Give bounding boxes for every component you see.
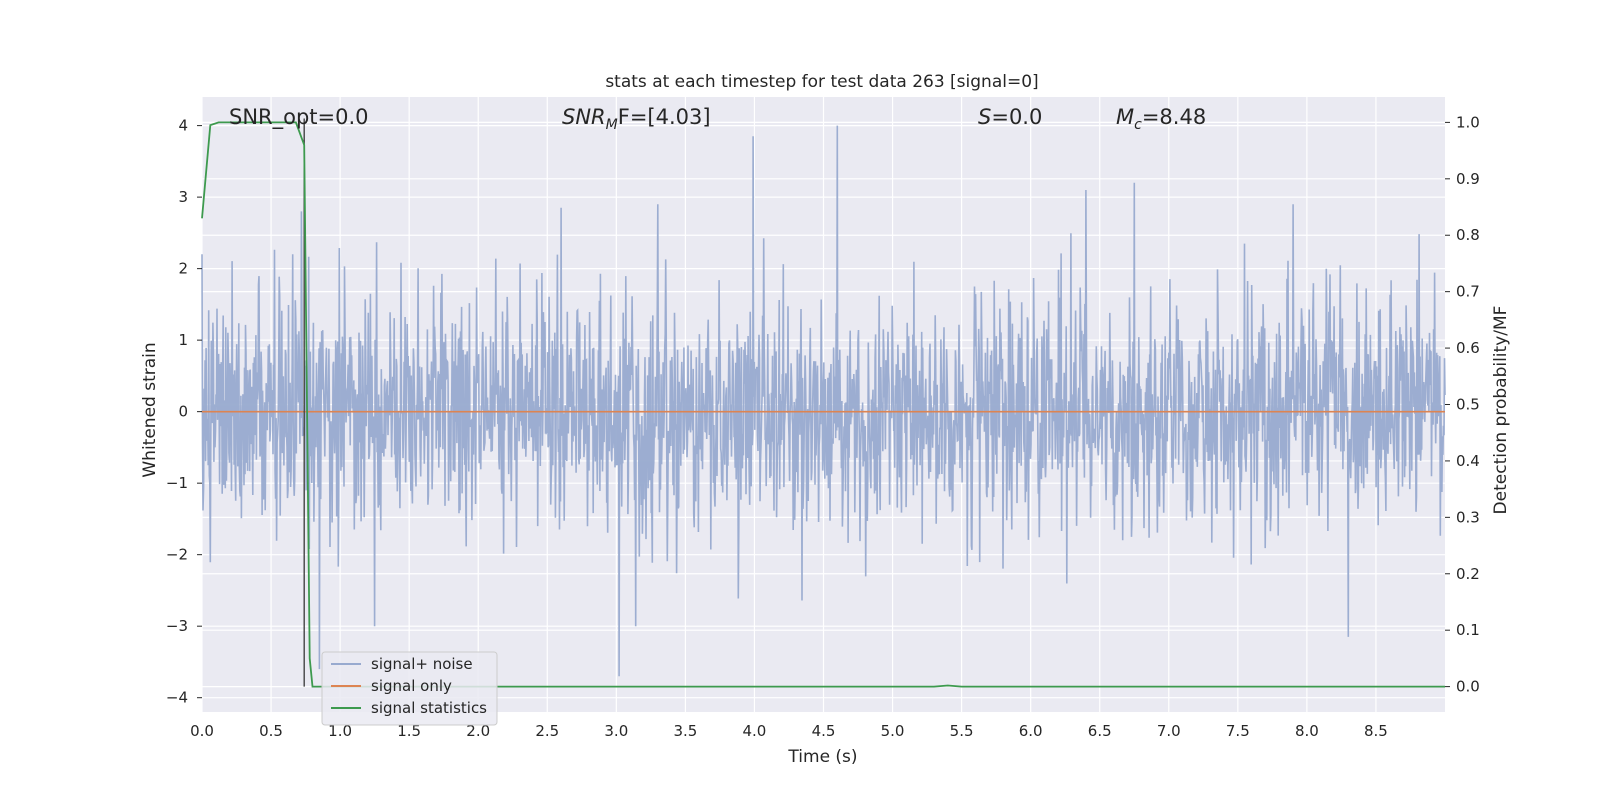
x-tick-label: 7.5 [1226, 722, 1250, 740]
legend-box [321, 651, 498, 726]
legend-label-noise: signal+ noise [371, 655, 473, 673]
legend-label-signal: signal only [371, 677, 452, 695]
y-tick-label: −4 [166, 689, 188, 707]
x-tick-label: 4.0 [743, 722, 767, 740]
y2-tick-label: 0.4 [1456, 452, 1480, 470]
x-tick-label: 4.5 [812, 722, 836, 740]
legend: signal+ noise signal only signal statist… [321, 651, 498, 726]
s-main: S [978, 105, 991, 129]
x-tick-label: 0.0 [190, 722, 214, 740]
y2-tick-label: 0.1 [1456, 621, 1480, 639]
mc-sub: c [1134, 117, 1142, 133]
axes: 0.0 0.5 1.0 1.5 2.0 2.5 3.0 3.5 4.0 4.5 5.0 5.5 6.0 6… [166, 113, 1480, 740]
x-tick-label: 6.5 [1088, 722, 1112, 740]
y2-tick-label: 0.2 [1456, 565, 1480, 583]
x-tick-label: 1.5 [397, 722, 421, 740]
y-tick-label: 0 [178, 403, 188, 421]
x-tick-label: 1.0 [328, 722, 352, 740]
y-tick-label: −3 [166, 617, 188, 635]
x-tick-label: 0.5 [259, 722, 283, 740]
y2-tick-label: 1.0 [1456, 113, 1480, 131]
x-tick-label: 5.0 [881, 722, 905, 740]
x-tick-label: 2.5 [535, 722, 559, 740]
y-axis-title: Whitened strain [140, 342, 160, 477]
snr-opt-annotation: SNR_opt=0.0 [229, 105, 369, 130]
x-tick-label: 8.0 [1295, 722, 1319, 740]
x-tick-label: 3.5 [673, 722, 697, 740]
y-tick-label: 4 [178, 117, 188, 135]
snr-mf-annotation: SNRMF=[4.03] [562, 105, 711, 133]
x-tick-label: 8.5 [1364, 722, 1388, 740]
y2-tick-label: 0.5 [1456, 396, 1480, 414]
y-tick-label: 1 [178, 331, 188, 349]
x-tick-label: 6.0 [1019, 722, 1043, 740]
y-tick-label: 3 [178, 188, 188, 206]
series-line-signal-statistics [201, 121, 1445, 688]
y2-tick-label: 0.9 [1456, 170, 1480, 188]
y2-tick-label: 0.0 [1456, 678, 1480, 696]
mc-annotation: Mc=8.48 [1116, 105, 1206, 133]
y2-tick-label: 0.8 [1456, 226, 1480, 244]
x-axis-title: Time (s) [787, 747, 857, 767]
x-tick-label: 7.0 [1157, 722, 1181, 740]
mc-rest: =8.48 [1142, 105, 1206, 129]
series-line-signal-noise [201, 125, 1446, 677]
s-annotation: S=0.0 [978, 105, 1042, 129]
s-rest: =0.0 [991, 105, 1042, 129]
legend-label-stats: signal statistics [371, 699, 487, 717]
y-tick-label: 2 [178, 260, 188, 278]
y-tick-label: −1 [166, 474, 188, 492]
y2-axis-title: Detection probability/MF [1491, 306, 1511, 515]
snr-mf-sub: M [606, 117, 618, 133]
x-tick-label: 2.0 [466, 722, 490, 740]
x-tick-label: 3.0 [604, 722, 628, 740]
x-tick-label: 5.5 [950, 722, 974, 740]
mc-main: M [1116, 105, 1134, 129]
snr-mf-rest: F=[4.03] [618, 105, 711, 129]
y-tick-label: −2 [166, 546, 188, 564]
series-layer [201, 118, 1445, 688]
y2-tick-label: 0.6 [1456, 339, 1480, 357]
y2-tick-label: 0.3 [1456, 508, 1480, 526]
noise-series [201, 125, 1446, 677]
y2-tick-label: 0.7 [1456, 283, 1480, 301]
snr-mf-main: SNR [562, 105, 606, 129]
chart-title: stats at each timestep for test data 263… [605, 72, 1038, 92]
